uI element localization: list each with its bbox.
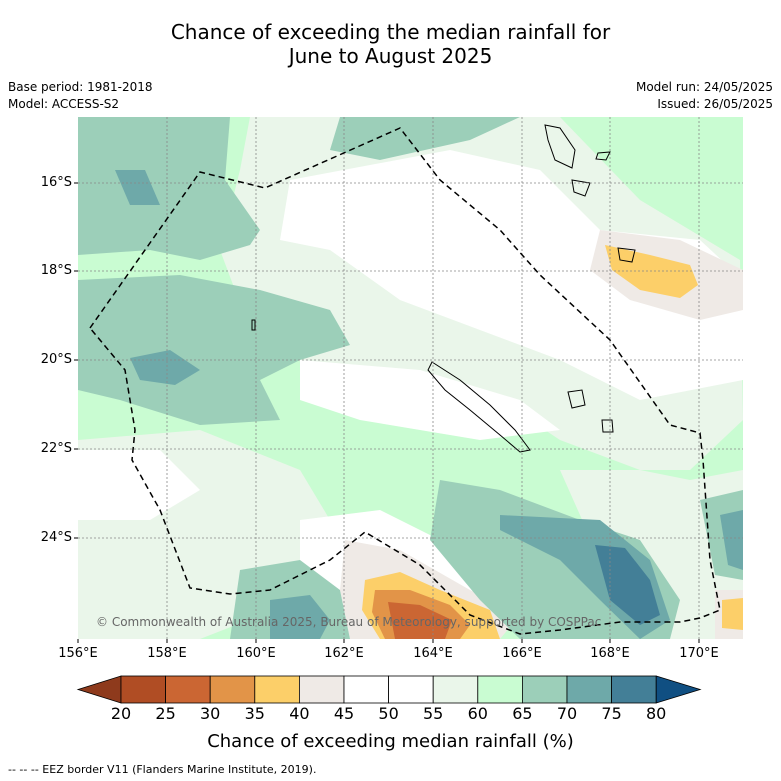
band-35-40 <box>605 245 698 298</box>
band-70-75-b <box>130 350 200 385</box>
map-title-line2: June to August 2025 <box>288 44 493 68</box>
band-65-70-n <box>330 117 520 160</box>
band-55-60-se <box>560 470 743 639</box>
colorbar-swatch <box>298 675 345 704</box>
issued-date: Issued: 26/05/2025 <box>657 97 773 111</box>
island-vanuatu-north <box>544 124 576 169</box>
colorbar-tick-label: 25 <box>155 704 176 723</box>
model-run: Model run: 24/05/2025 <box>635 80 773 94</box>
lon-label: 170°E <box>679 646 719 661</box>
island-new-caledonia <box>427 361 531 453</box>
lon-label: 162°E <box>324 646 364 661</box>
band-45-55-w <box>78 450 200 520</box>
island-loyalty-2 <box>601 419 614 433</box>
colorbar-tick-label: 75 <box>601 704 622 723</box>
band-35-40-se <box>722 598 743 630</box>
colorbar <box>76 675 702 704</box>
island-small-2 <box>571 179 591 197</box>
colorbar-swatch <box>477 675 523 704</box>
colorbar-swatch <box>209 675 256 704</box>
eez-footnote: -- -- -- EEZ border V11 (Flanders Marine… <box>8 763 317 776</box>
band-65-70-nw <box>78 117 260 260</box>
colorbar-tick-label: 55 <box>423 704 444 723</box>
colorbar-tick-label: 70 <box>556 704 578 723</box>
map-title-line1: Chance of exceeding the median rainfall … <box>170 20 611 44</box>
lon-label: 166°E <box>502 646 542 661</box>
lat-label: 20°S <box>40 352 72 367</box>
colorbar-tick-label: 45 <box>333 704 355 723</box>
colorbar-swatch <box>611 675 657 704</box>
copyright-notice: © Commonwealth of Australia 2025, Bureau… <box>96 615 601 629</box>
axis-ticks <box>74 182 700 643</box>
colorbar-title: Chance of exceeding median rainfall (%) <box>207 731 574 752</box>
colorbar-tick-label: 65 <box>512 704 533 723</box>
colorbar-swatch <box>120 675 166 704</box>
colorbar-swatch <box>566 675 612 704</box>
lat-label: 16°S <box>40 175 72 190</box>
colorbar-swatch <box>388 675 434 704</box>
colorbar-tick-label: 30 <box>200 704 221 723</box>
colorbar-swatch <box>343 675 389 704</box>
band-70-75-a <box>115 170 160 205</box>
lon-label: 158°E <box>147 646 187 661</box>
colorbar-tick-label: 20 <box>110 704 132 723</box>
island-small-3 <box>617 247 636 263</box>
colorbar-tick-label: 35 <box>244 704 265 723</box>
graticule <box>78 117 743 639</box>
band-45-55-b <box>300 360 560 440</box>
meta-right: Model run: 24/05/2025 Issued: 26/05/2025 <box>636 79 773 113</box>
lon-label: 160°E <box>236 646 276 661</box>
colorbar-swatch <box>522 675 568 704</box>
lon-label: 168°E <box>590 646 630 661</box>
base-period: Base period: 1981-2018 <box>8 80 153 94</box>
band-45-55 <box>280 150 743 400</box>
model-name: Model: ACCESS-S2 <box>8 97 120 111</box>
colorbar-swatch <box>165 675 211 704</box>
lat-label: 22°S <box>40 441 72 456</box>
colorbar-swatch <box>432 675 479 704</box>
band-70-75-e <box>720 510 743 570</box>
band-75-80 <box>595 545 660 625</box>
lat-label: 24°S <box>40 530 72 545</box>
colorbar-swatch <box>254 675 300 704</box>
island-small-1 <box>595 151 611 161</box>
colorbar-tick-label: 50 <box>378 704 399 723</box>
colorbar-tick-label: 60 <box>467 704 488 723</box>
band-25-30 <box>388 602 452 639</box>
colorbar-extend-low <box>76 675 122 704</box>
band-70-75-s <box>270 595 330 639</box>
island-small-4 <box>251 319 256 331</box>
island-loyalty-1 <box>567 389 586 409</box>
colorbar-extend-high <box>655 675 702 704</box>
meta-left: Base period: 1981-2018 Model: ACCESS-S2 <box>8 79 153 113</box>
eez-border <box>89 127 721 635</box>
lat-label: 18°S <box>40 263 72 278</box>
lon-label: 156°E <box>58 646 98 661</box>
colorbar-tick-label: 40 <box>289 704 310 723</box>
rainfall-map <box>78 117 743 639</box>
band-65-70-w <box>78 275 350 425</box>
lon-label: 164°E <box>413 646 453 661</box>
colorbar-tick-label: 80 <box>646 704 667 723</box>
